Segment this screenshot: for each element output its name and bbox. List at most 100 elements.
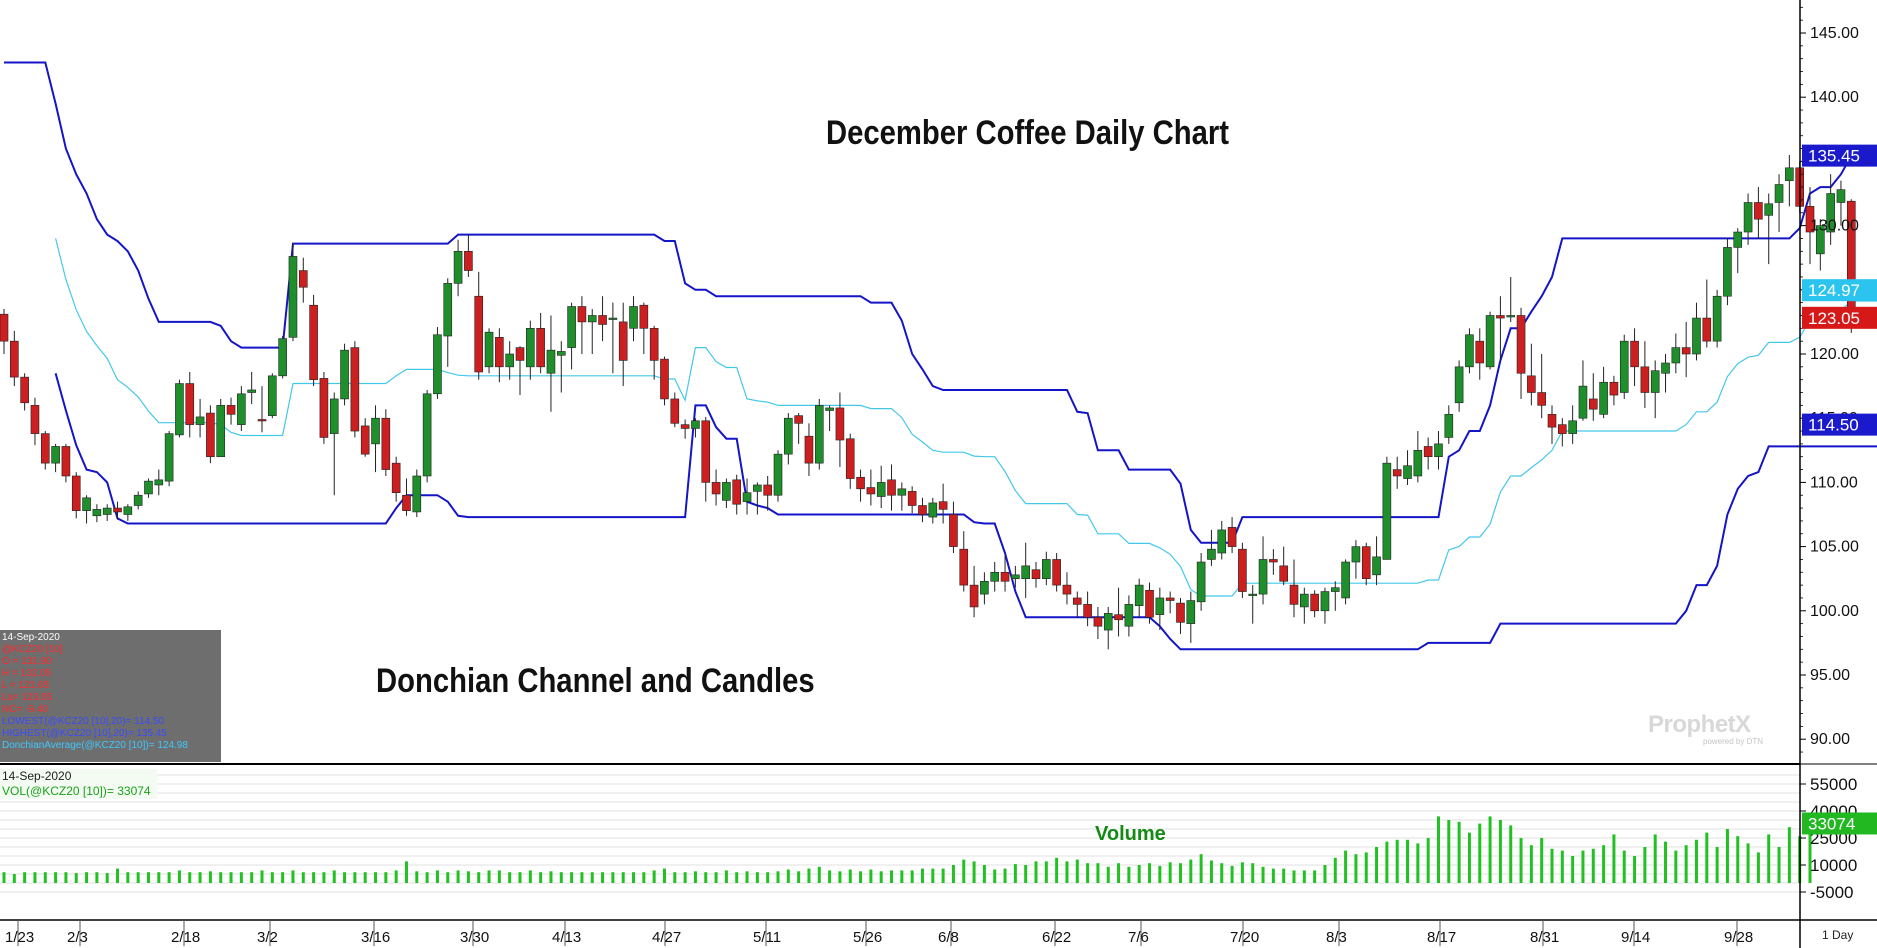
candle-body [247, 389, 256, 393]
volume-bar [1065, 861, 1069, 883]
candle-body [1176, 602, 1185, 623]
volume-bar [962, 859, 966, 883]
candle-body [464, 250, 473, 271]
candle-body [226, 405, 236, 415]
candle-body [1279, 565, 1288, 582]
candle-body [1042, 559, 1051, 580]
candle-body [918, 505, 927, 515]
data-window-lowest: LOWEST(@KCZ20 [10],20)= 114.50 [2, 716, 164, 727]
volume-bar [1302, 870, 1306, 883]
candle-body [701, 420, 711, 483]
volume-grid [0, 774, 1800, 893]
candle-body [1826, 193, 1835, 233]
candle-body [1062, 584, 1072, 595]
donchian-lower-line [54, 373, 1877, 651]
volume-bar [466, 871, 470, 883]
volume-bar [539, 872, 543, 883]
candle-body [1186, 600, 1196, 624]
candle-body [391, 462, 401, 493]
volume-bar [229, 872, 233, 883]
volume-bar [704, 872, 708, 883]
candle-body [164, 433, 174, 482]
candle-body [1165, 597, 1175, 601]
volume-bar [1581, 850, 1585, 883]
volume-bar [343, 872, 347, 883]
average-value-label-box [1802, 279, 1877, 302]
candle-body [1011, 574, 1020, 580]
candle-body [897, 488, 907, 496]
highest-value-label: 135.45 [1808, 147, 1860, 166]
price-tick-label: 130.00 [1810, 218, 1859, 235]
volume-bar [879, 871, 883, 883]
candle-body [495, 337, 504, 368]
candle-body [298, 270, 308, 288]
volume-bar [1385, 841, 1389, 883]
volume-bar [1271, 868, 1275, 883]
volume-bar [1571, 856, 1575, 883]
candle-body [1124, 604, 1134, 627]
volume-bar [1003, 868, 1007, 883]
average-value-label: 124.97 [1808, 281, 1860, 300]
candle-body [1516, 315, 1526, 374]
volume-bar [508, 872, 512, 883]
candle-body [0, 313, 9, 342]
volume-bar [766, 872, 770, 883]
value-labels: 135.45 124.97 123.05 114.50 33074 [1802, 144, 1877, 835]
volume-date: 14-Sep-2020 [2, 769, 72, 783]
candle-body [794, 415, 803, 424]
candle-body [928, 502, 938, 518]
data-window[interactable]: 14-Sep-2020 @KCZ20 [10] O = 131.90 H = 1… [0, 630, 221, 762]
candle-body [1021, 565, 1030, 579]
volume-bar [198, 872, 202, 883]
volume-bar [1055, 857, 1059, 883]
volume-bars [2, 816, 1812, 883]
candle-body [1733, 231, 1743, 248]
candle-body [835, 407, 845, 441]
volume-bar [291, 870, 295, 883]
candle-body [61, 446, 71, 477]
candle-body [1382, 462, 1392, 560]
volume-bar [1467, 832, 1471, 883]
candle-body [649, 328, 659, 361]
volume-bar [281, 872, 285, 883]
volume-bar [714, 872, 718, 883]
candle-body [1588, 398, 1598, 410]
candle-body [1640, 366, 1650, 393]
volume-bar [54, 872, 58, 883]
volume-data-window[interactable]: 14-Sep-2020 VOL(@KCZ20 [10])= 33074 [0, 769, 157, 799]
volume-bar [23, 872, 27, 883]
candle-body [1000, 571, 1010, 582]
volume-bar [1787, 827, 1791, 883]
candle-body [773, 453, 783, 496]
volume-bar [1622, 850, 1626, 883]
candle-body [237, 393, 246, 425]
candle-body [1568, 420, 1577, 434]
volume-bar [363, 872, 367, 883]
volume-bar [1550, 848, 1554, 883]
price-tick-label: 120.00 [1810, 346, 1859, 363]
volume-bar [1478, 823, 1482, 883]
candle-body [722, 482, 731, 501]
volume-bar [1406, 839, 1410, 883]
logo-subtitle: powered by DTN [1703, 737, 1764, 746]
volume-bar [1034, 861, 1038, 883]
candle-body [629, 306, 638, 329]
price-axis[interactable]: 145.00140.00135.00130.00125.00120.00115.… [1800, 6, 1859, 753]
volume-bar [105, 873, 109, 883]
candle-body [845, 438, 855, 479]
candle-body [206, 412, 215, 458]
data-window-average: DonchianAverage(@KCZ20 [10])= 124.98 [2, 740, 188, 751]
candle-body [340, 349, 349, 400]
candle-body [30, 405, 40, 434]
volume-bar [167, 872, 171, 883]
candle-body [484, 331, 494, 368]
candle-body [1743, 202, 1753, 233]
volume-bar [64, 872, 68, 883]
last-price-label: 123.05 [1808, 309, 1860, 328]
volume-bar [1344, 850, 1348, 883]
timeframe-selector[interactable]: 1 Day [1822, 928, 1854, 942]
time-axis[interactable]: 1/23 2/3 2/18 3/2 3/16 3/30 4/13 4/27 5/11 5/26 6/… [5, 920, 1753, 946]
volume-bar [1323, 865, 1327, 883]
volume-bar [74, 873, 78, 883]
data-window-low: L = 121.65 [2, 680, 50, 691]
